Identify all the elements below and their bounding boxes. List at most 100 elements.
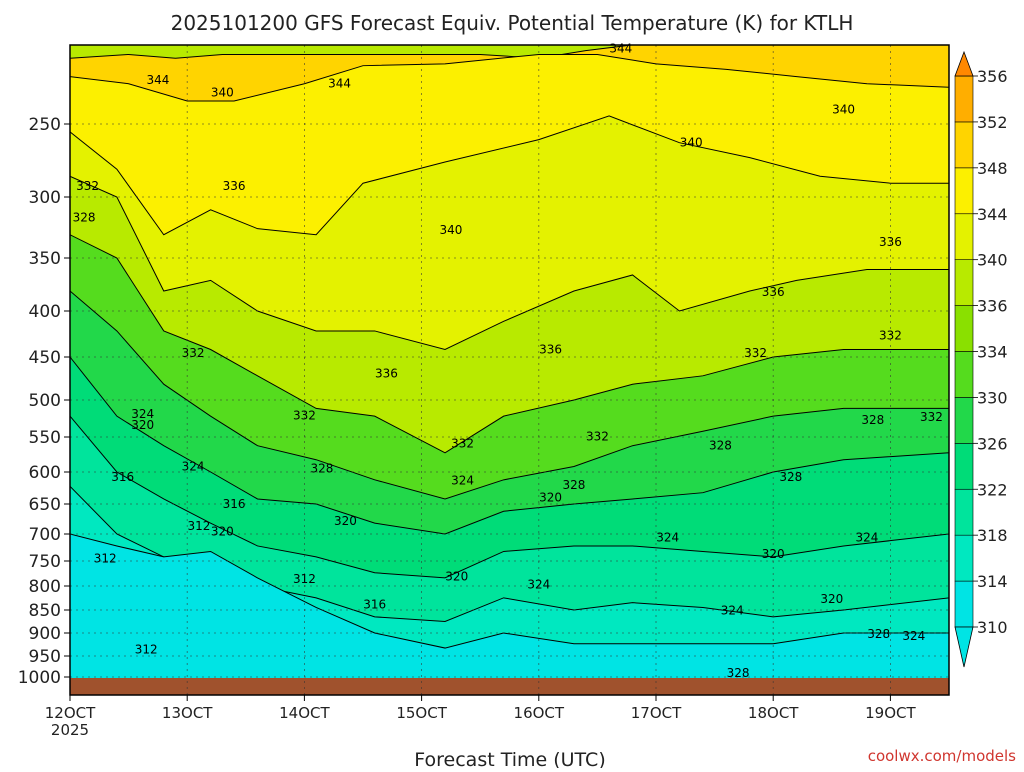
contour-label: 312 — [293, 572, 316, 586]
contour-label: 328 — [867, 627, 890, 641]
credit-text: coolwx.com/models — [868, 747, 1016, 765]
contour-label: 340 — [211, 85, 234, 99]
x-tick-label: 18OCT — [748, 704, 799, 722]
contour-label: 328 — [563, 478, 586, 492]
y-tick-label: 700 — [29, 525, 61, 545]
contour-label: 324 — [182, 460, 205, 474]
contour-label: 332 — [586, 429, 609, 443]
x-year-label: 2025 — [51, 721, 89, 739]
contour-label: 332 — [76, 179, 99, 193]
contour-label: 340 — [439, 223, 462, 237]
colorbar-segment — [954, 534, 974, 582]
contour-label: 320 — [820, 592, 843, 606]
contour-label: 332 — [451, 437, 474, 451]
chart-title: 2025101200 GFS Forecast Equiv. Potential… — [171, 11, 854, 35]
contour-label: 324 — [451, 473, 474, 487]
colorbar-segment — [954, 75, 974, 123]
contour-label: 312 — [187, 519, 210, 533]
y-tick-label: 850 — [29, 601, 61, 621]
plot-area — [70, 45, 949, 695]
contour-label: 344 — [609, 42, 632, 56]
contour-label: 344 — [328, 77, 351, 91]
colorbar-tick-label: 352 — [977, 113, 1008, 132]
colorbar-tick-label: 322 — [977, 480, 1008, 499]
y-tick-label: 650 — [29, 495, 61, 515]
colorbar-tick-label: 318 — [977, 526, 1008, 545]
contour-label: 328 — [779, 470, 802, 484]
contour-label: 324 — [902, 629, 925, 643]
contour-label: 336 — [539, 343, 562, 357]
colorbar-tick-label: 348 — [977, 159, 1008, 178]
contour-label: 320 — [334, 514, 357, 528]
colorbar-arrow-bottom — [954, 626, 974, 668]
y-axis: 250 300 350 400 450 500 550 600 650 700 750 800 850 9… — [18, 115, 70, 688]
contour-label: 328 — [709, 439, 732, 453]
contour-label: 332 — [182, 346, 205, 360]
colorbar-tick-label: 344 — [977, 205, 1008, 224]
contour-label: 324 — [656, 531, 679, 545]
contour-label: 336 — [762, 285, 785, 299]
contour-label: 336 — [879, 235, 902, 249]
grid-lines — [69, 45, 949, 695]
y-tick-label: 350 — [29, 249, 61, 269]
contour-label: 336 — [375, 366, 398, 380]
y-tick-label: 400 — [29, 302, 61, 322]
y-tick-label: 600 — [29, 463, 61, 483]
contour-label: 328 — [861, 413, 884, 427]
y-tick-label: 300 — [29, 188, 61, 208]
y-tick-label: 550 — [29, 428, 61, 448]
plot-frame — [69, 44, 950, 696]
colorbar-segment — [954, 580, 974, 628]
contour-label: 316 — [111, 470, 134, 484]
y-tick-label: 250 — [29, 115, 61, 135]
colorbar-tick-label: 314 — [977, 572, 1008, 591]
colorbar-segment — [954, 397, 974, 444]
contour-label: 328 — [311, 462, 334, 476]
y-tick-label: 950 — [29, 647, 61, 667]
y-tick-label: 750 — [29, 552, 61, 572]
x-tick-label: 12OCT — [45, 704, 96, 722]
colorbar-segment — [954, 351, 974, 398]
contour-label: 332 — [293, 408, 316, 422]
colorbar-tick-label: 310 — [977, 618, 1008, 637]
y-tick-label: 500 — [29, 391, 61, 411]
contour-label: 324 — [721, 603, 744, 617]
colorbar-segment — [954, 259, 974, 306]
contour-label: 344 — [146, 73, 169, 87]
contour-label: 312 — [135, 642, 158, 656]
contour-label: 340 — [680, 136, 703, 150]
contour-label: 336 — [223, 179, 246, 193]
x-tick-label: 15OCT — [396, 704, 447, 722]
y-tick-label: 1000 — [18, 668, 61, 688]
colorbar-segment — [954, 305, 974, 352]
contour-label: 312 — [94, 552, 117, 566]
x-axis: 12OCT 13OCT 14OCT 15OCT 16OCT 17OCT 18OCT 19OCT… — [45, 695, 917, 739]
x-axis-label: Forecast Time (UTC) — [414, 749, 605, 768]
colorbar-arrow-top — [954, 50, 974, 77]
colorbar-segment — [954, 443, 974, 490]
contour-label: 332 — [744, 346, 767, 360]
colorbar: 310 314 318 322 326 330 334 336 340 344 348 352 356 — [954, 50, 1008, 668]
x-tick-label: 14OCT — [279, 704, 330, 722]
colorbar-tick-label: 334 — [977, 343, 1008, 362]
contour-label: 332 — [920, 410, 943, 424]
x-tick-label: 17OCT — [631, 704, 682, 722]
colorbar-tick-label: 330 — [977, 388, 1008, 407]
contour-label: 320 — [762, 547, 785, 561]
contour-label: 340 — [832, 102, 855, 116]
colorbar-segment — [954, 488, 974, 536]
contour-label: 324 — [856, 531, 879, 545]
x-tick-label: 16OCT — [514, 704, 565, 722]
x-tick-label: 13OCT — [162, 704, 213, 722]
contour-label: 320 — [211, 524, 234, 538]
contour-label: 324 — [131, 407, 154, 421]
y-tick-label: 900 — [29, 624, 61, 644]
contour-label: 320 — [131, 418, 154, 432]
contour-label: 328 — [73, 210, 96, 224]
contour-label: 324 — [527, 577, 550, 591]
colorbar-segment — [954, 121, 974, 169]
ground-bar — [70, 678, 949, 695]
colorbar-segment — [954, 213, 974, 260]
